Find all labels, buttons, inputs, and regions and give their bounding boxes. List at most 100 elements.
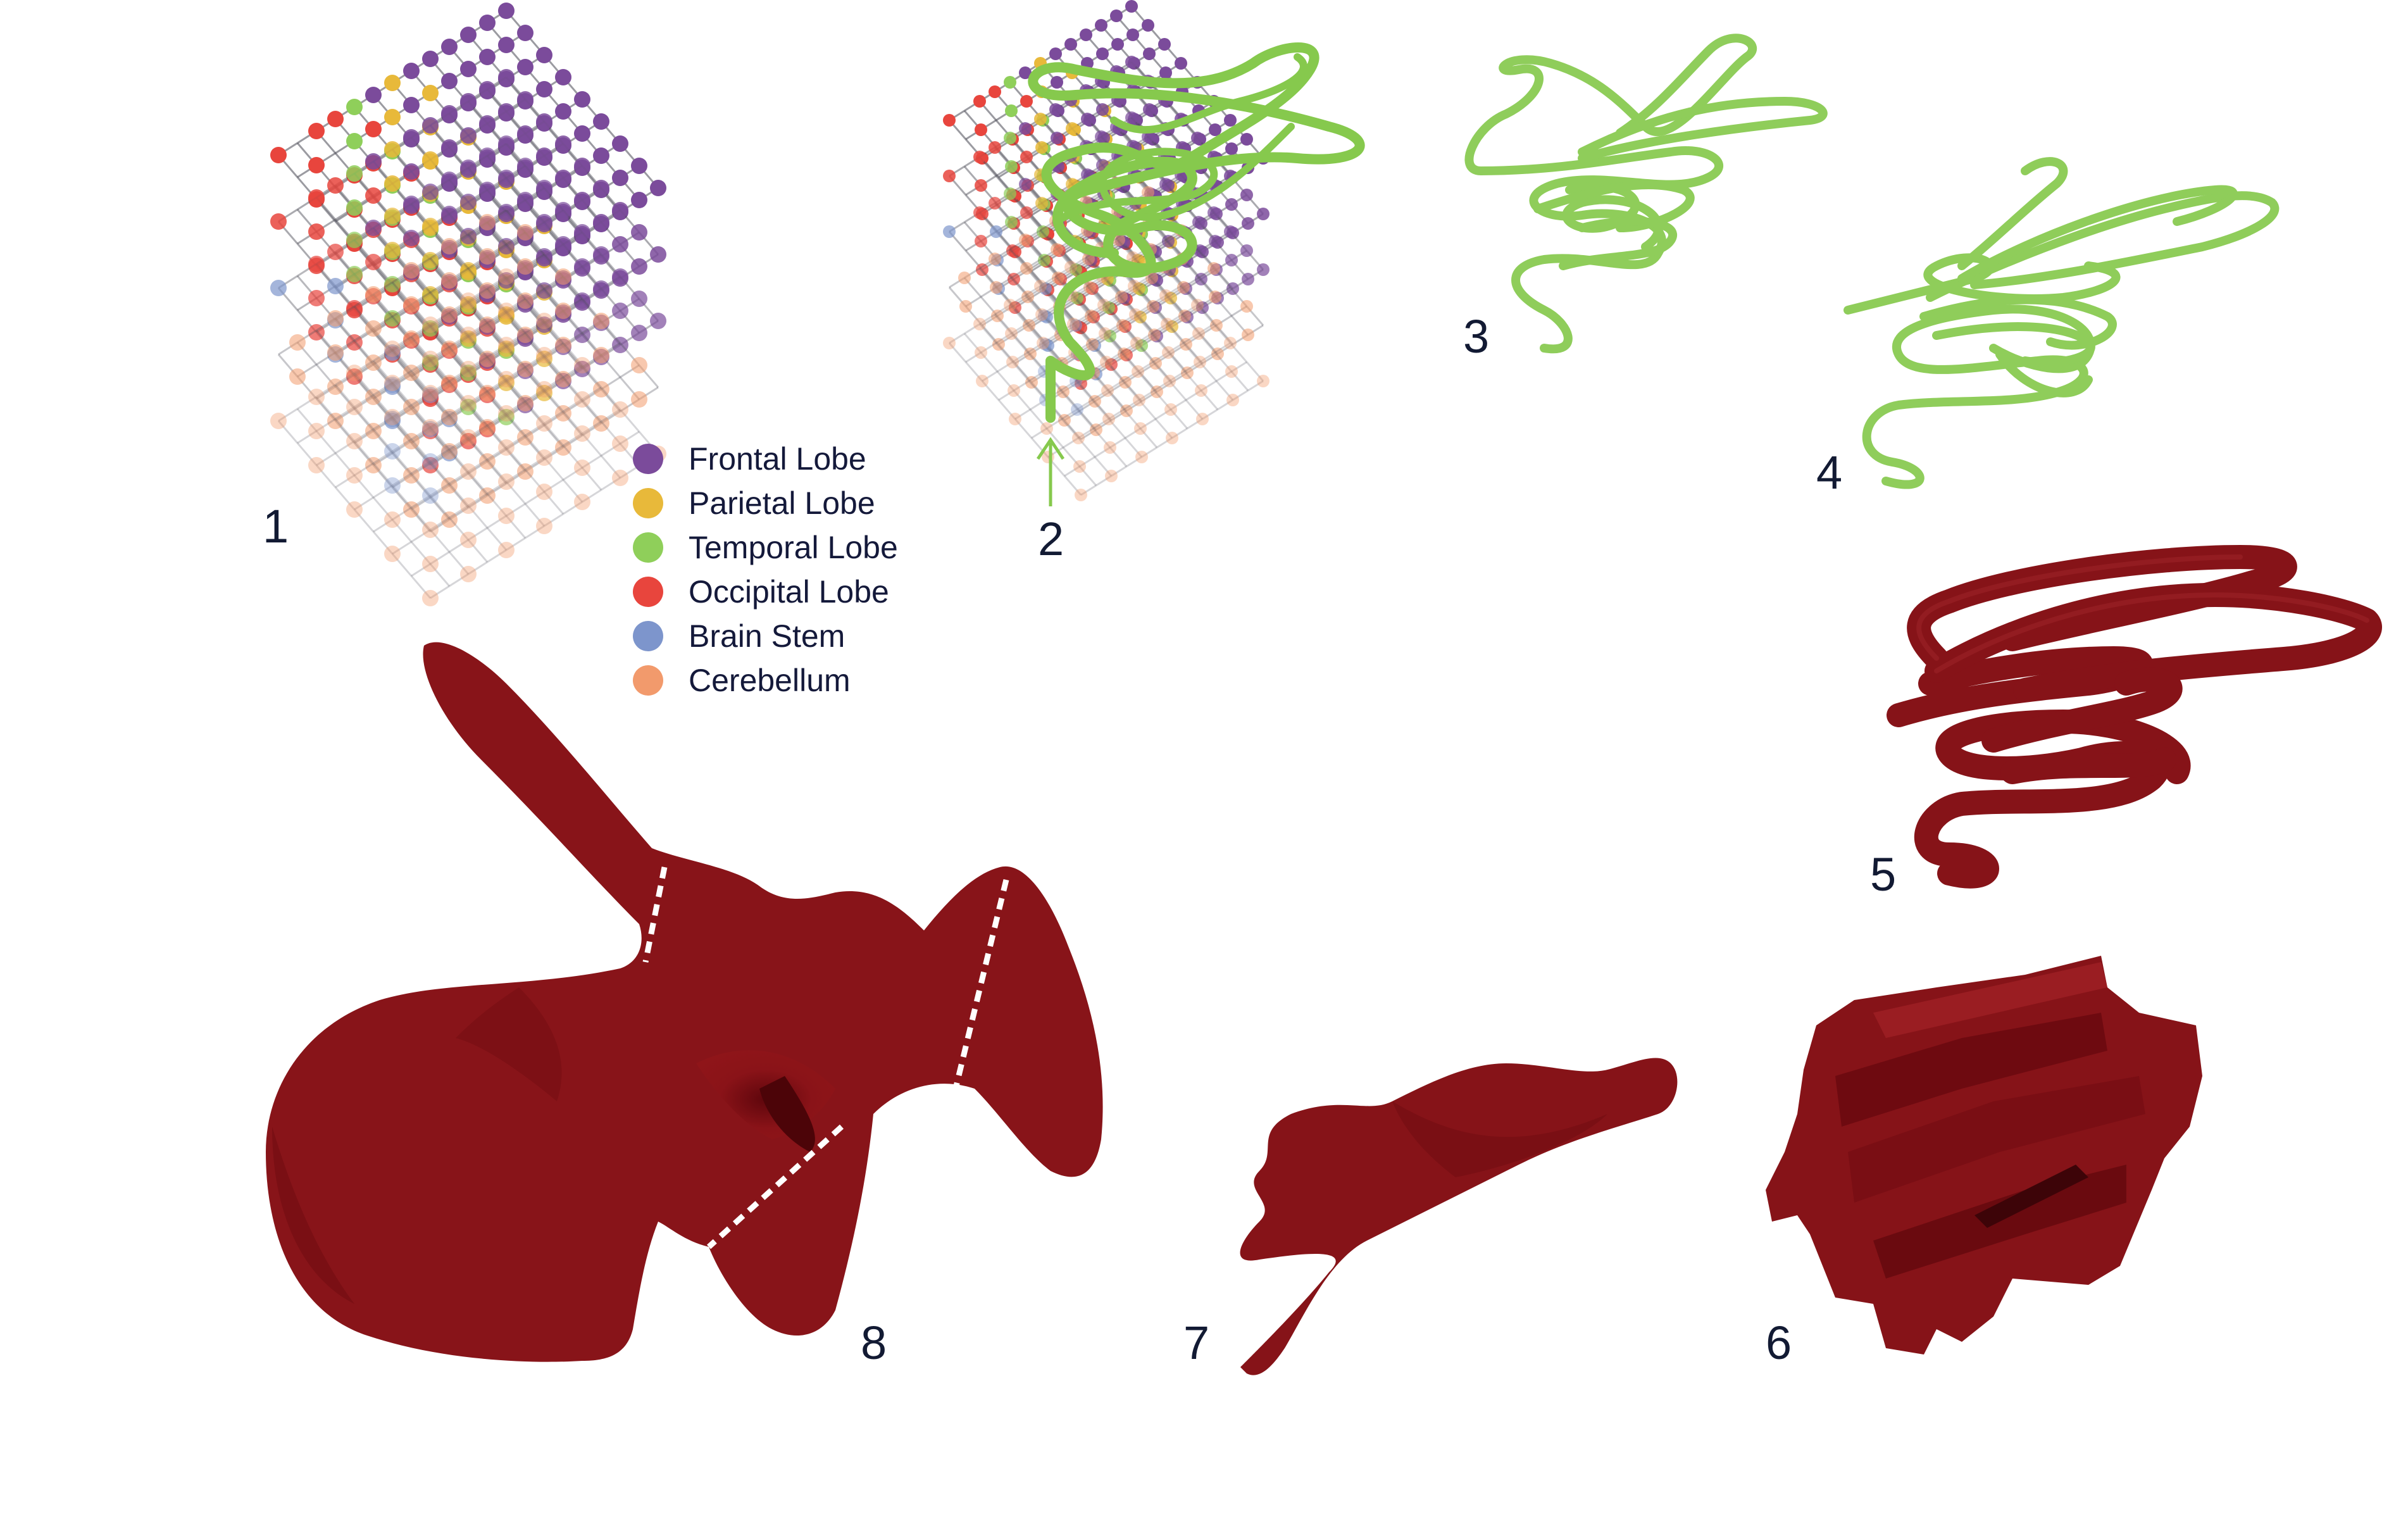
grid-line xyxy=(982,266,1165,382)
voxel-dot xyxy=(975,346,987,359)
voxel-dot xyxy=(327,378,344,395)
voxel-dot xyxy=(1040,422,1053,435)
voxel-dot xyxy=(631,291,647,307)
voxel-dot xyxy=(1039,282,1052,295)
voxel-dot xyxy=(1064,38,1077,51)
solid-7 xyxy=(1240,1058,1678,1375)
voxel-dot xyxy=(1147,300,1159,313)
grid-line xyxy=(1080,324,1264,441)
grid-line xyxy=(391,348,546,527)
voxel-dot xyxy=(1075,489,1087,501)
voxel-dot xyxy=(308,457,325,473)
voxel-dot xyxy=(1057,385,1070,398)
voxel-dot xyxy=(441,409,458,425)
voxel-dot xyxy=(536,316,552,333)
voxel-dot xyxy=(555,135,571,152)
voxel-dot xyxy=(346,399,363,415)
voxel-dot xyxy=(593,246,609,263)
voxel-dot xyxy=(1128,280,1140,292)
voxel-dot xyxy=(593,313,609,329)
voxel-dot xyxy=(536,313,552,329)
voxel-dot xyxy=(1242,217,1254,230)
voxel-dot xyxy=(1195,273,1207,285)
voxel-dot xyxy=(441,477,458,494)
voxel-dot xyxy=(990,281,1002,294)
legend-item-occipital-lobe: Occipital Lobe xyxy=(633,570,898,614)
step-label-1: 1 xyxy=(263,500,289,553)
voxel-dot xyxy=(441,272,458,289)
voxel-dot xyxy=(574,292,590,309)
voxel-dot xyxy=(536,351,552,367)
voxel-dot xyxy=(498,204,515,220)
voxel-dot xyxy=(1005,104,1018,117)
voxel-dot xyxy=(460,93,477,109)
frontal-lobe-dot-icon xyxy=(633,444,663,474)
legend-item-cerebellum: Cerebellum xyxy=(633,658,898,703)
voxel-dot xyxy=(289,334,306,351)
voxel-dot xyxy=(574,224,590,241)
voxel-dot xyxy=(1163,375,1176,387)
voxel-dot xyxy=(422,354,439,371)
step-label-4: 4 xyxy=(1816,446,1843,499)
voxel-dot xyxy=(308,324,325,341)
voxel-dot xyxy=(1135,451,1148,463)
grid-line xyxy=(354,364,583,511)
voxel-dot xyxy=(1009,413,1021,425)
grid-line xyxy=(410,336,565,515)
voxel-dot xyxy=(1240,189,1253,201)
voxel-dot xyxy=(555,439,571,456)
voxel-dot xyxy=(1166,320,1178,333)
voxel-dot xyxy=(270,280,287,296)
voxel-dot xyxy=(308,290,325,306)
grid-line xyxy=(1031,323,1214,439)
voxel-dot xyxy=(1120,404,1133,417)
voxel-dot xyxy=(943,337,956,349)
voxel-dot xyxy=(1005,160,1018,173)
voxel-dot xyxy=(422,351,439,367)
voxel-dot xyxy=(574,425,590,442)
voxel-dot xyxy=(574,327,590,343)
grid-line xyxy=(948,342,1082,496)
voxel-dot xyxy=(1159,66,1172,79)
voxel-dot xyxy=(1071,403,1083,416)
voxel-dot xyxy=(403,196,420,212)
voxel-dot xyxy=(1038,310,1051,322)
voxel-dot xyxy=(1113,234,1125,246)
voxel-dot xyxy=(479,453,496,470)
voxel-dot xyxy=(403,399,420,415)
voxel-dot xyxy=(517,429,533,446)
voxel-dot xyxy=(422,556,439,572)
voxel-dot xyxy=(422,286,439,303)
voxel-dot xyxy=(479,147,496,164)
legend: Frontal Lobe Parietal Lobe Temporal Lobe… xyxy=(633,437,898,703)
step-label-2: 2 xyxy=(1038,513,1064,565)
voxel-dot xyxy=(441,306,458,323)
voxel-dot xyxy=(422,453,439,470)
grid-line xyxy=(948,287,1082,440)
voxel-dot xyxy=(1005,327,1018,340)
voxel-dot xyxy=(1034,113,1047,125)
voxel-dot xyxy=(1225,198,1238,211)
voxel-dot xyxy=(422,85,439,101)
voxel-dot xyxy=(498,439,515,456)
voxel-dot xyxy=(1071,292,1083,304)
voxel-dot xyxy=(1159,178,1172,191)
grid-line xyxy=(505,276,659,454)
voxel-dot xyxy=(384,344,401,361)
voxel-dot xyxy=(612,435,628,452)
voxel-dot xyxy=(593,113,609,130)
voxel-dot xyxy=(1209,123,1221,136)
voxel-grid-with-curve xyxy=(943,0,1270,501)
voxel-dot xyxy=(536,147,552,164)
voxel-dot xyxy=(990,225,1002,238)
voxel-dot xyxy=(346,300,363,316)
voxel-dot xyxy=(1020,262,1033,275)
voxel-dot xyxy=(498,306,515,323)
legend-label: Cerebellum xyxy=(689,663,851,698)
voxel-dot xyxy=(612,135,628,152)
voxel-dot xyxy=(403,330,420,347)
voxel-dot xyxy=(1125,111,1138,124)
voxel-dot xyxy=(346,266,363,282)
voxel-dot xyxy=(1164,292,1177,304)
voxel-dot xyxy=(574,158,590,174)
